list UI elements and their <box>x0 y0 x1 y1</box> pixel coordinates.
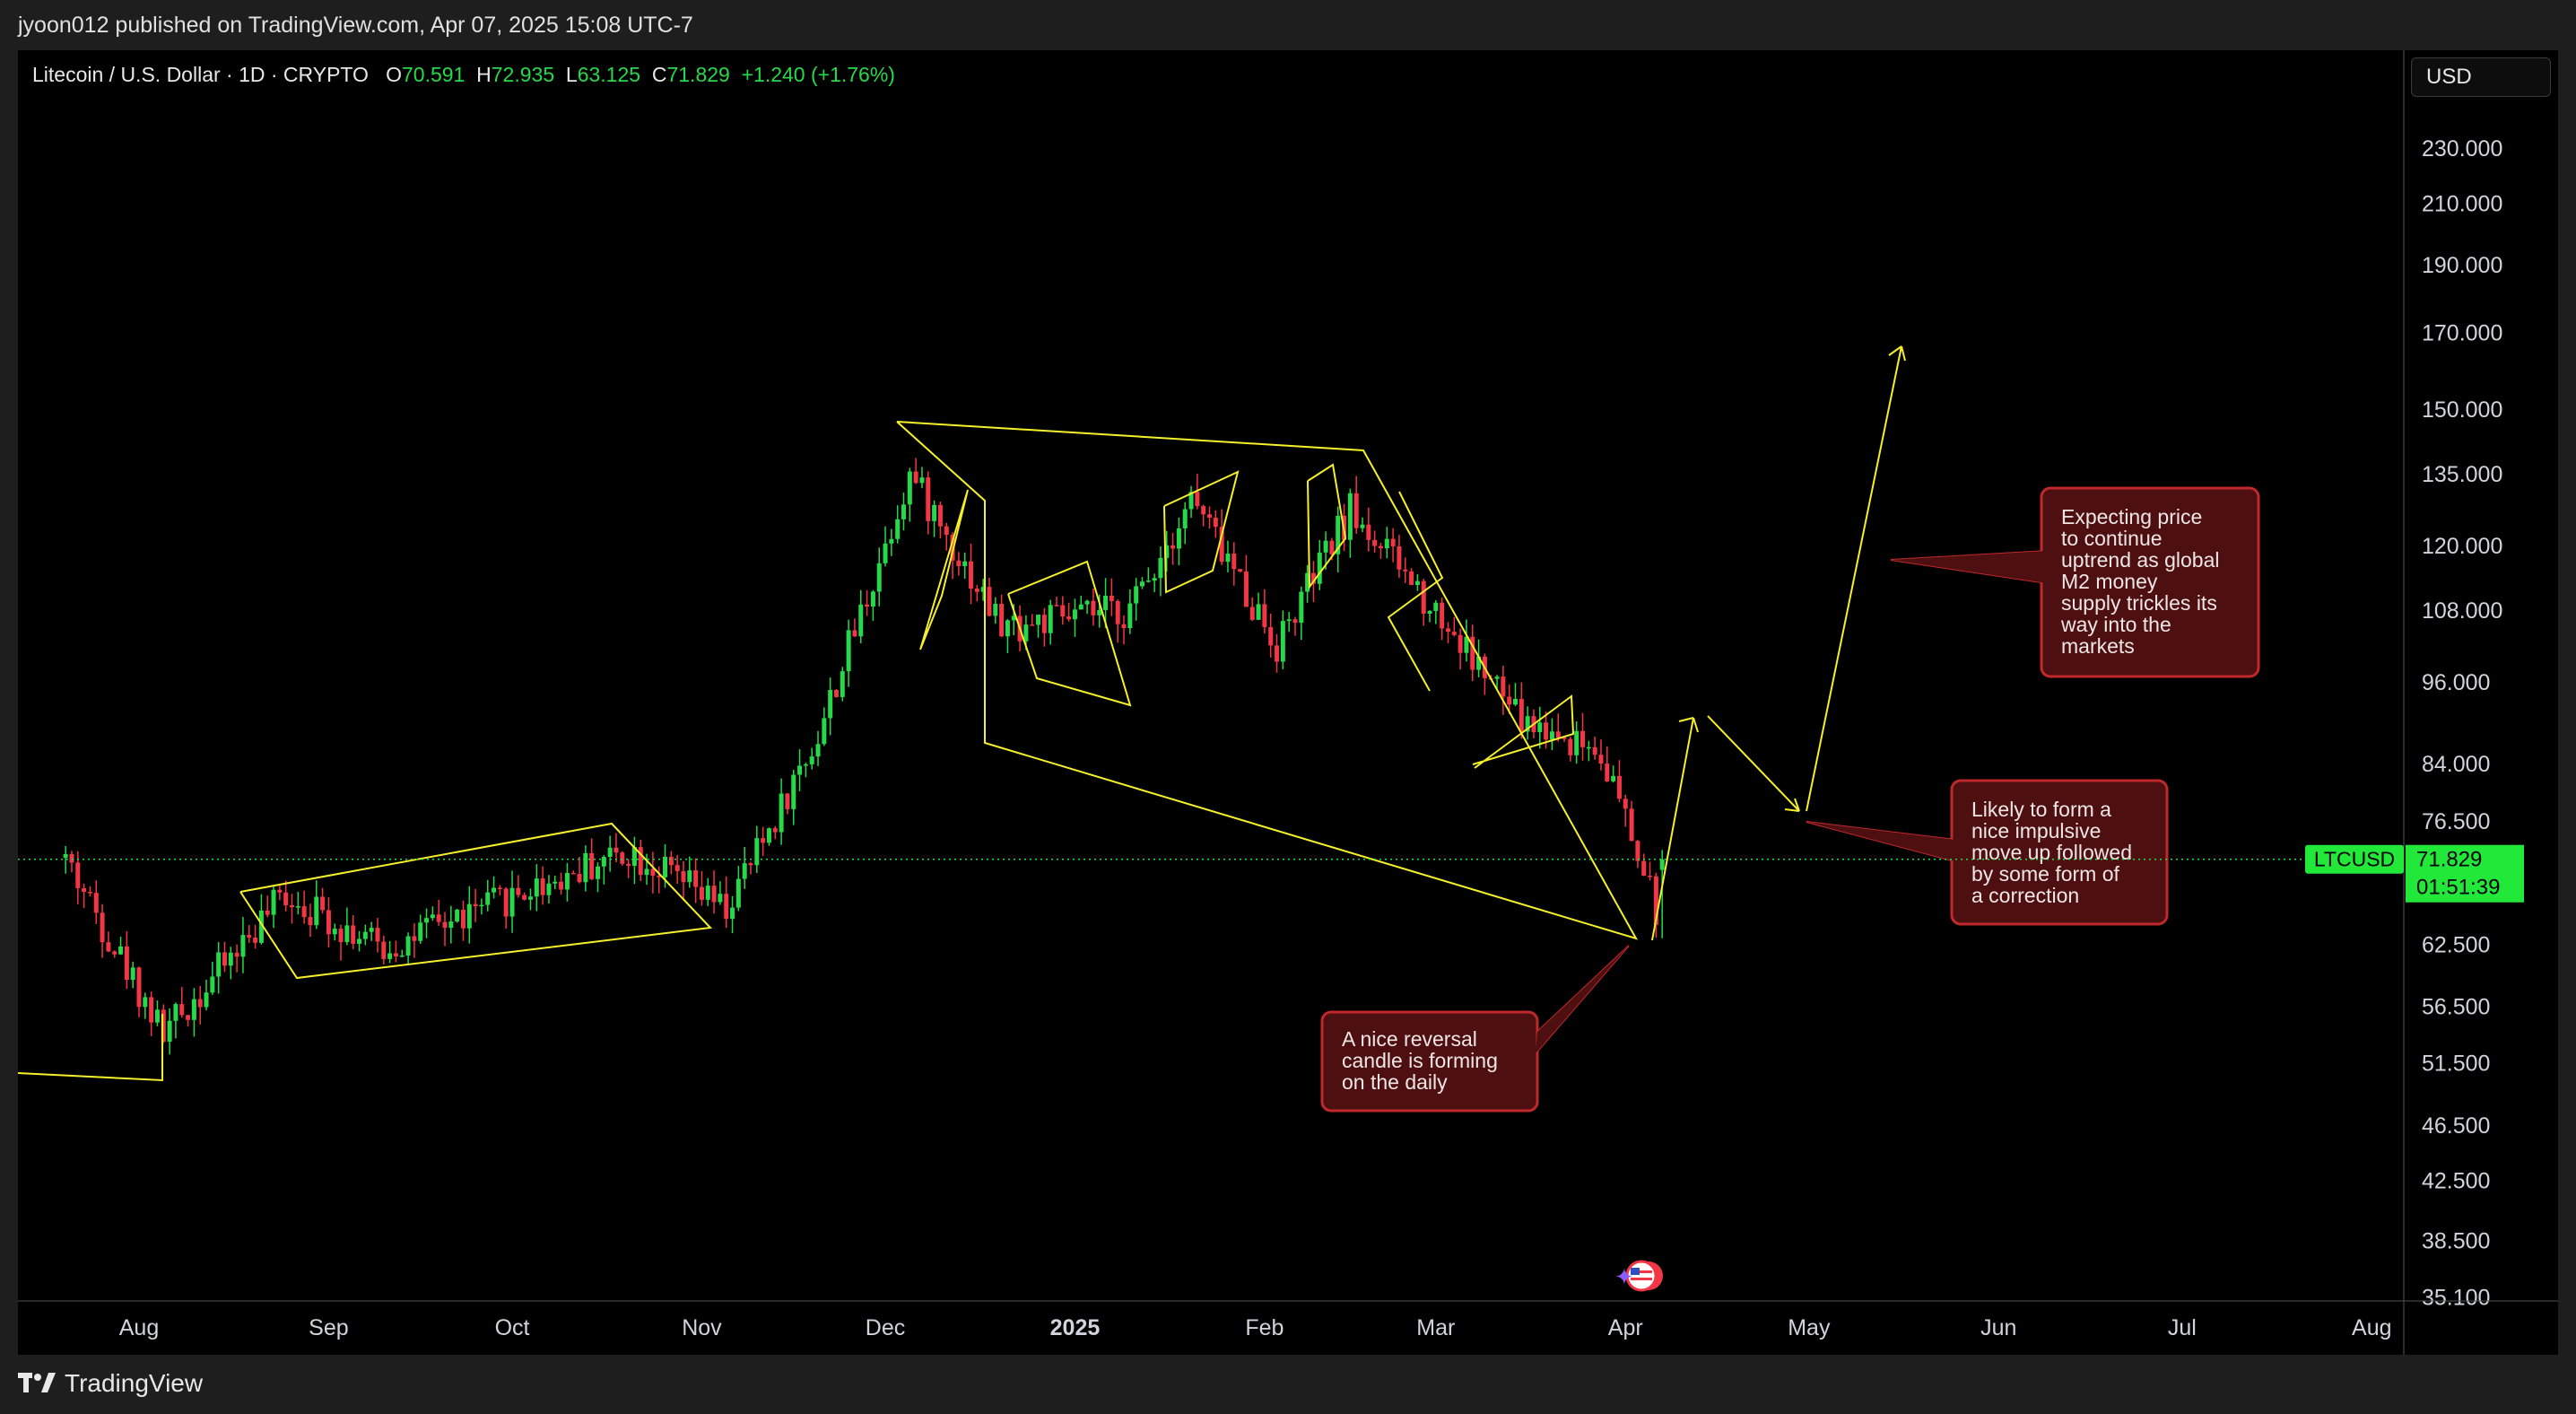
high-label: H <box>476 63 492 86</box>
publish-info: jyoon012 published on TradingView.com, A… <box>0 0 2576 50</box>
close-label: C <box>651 63 667 86</box>
tradingview-brand[interactable]: TradingView <box>18 1369 203 1398</box>
brand-name: TradingView <box>65 1369 204 1397</box>
low-value: 63.125 <box>577 63 641 86</box>
price-axis[interactable] <box>2404 50 2558 1301</box>
symbol-title[interactable]: Litecoin / U.S. Dollar · 1D · CRYPTO <box>32 63 369 86</box>
currency-selector[interactable]: USD <box>2411 57 2551 97</box>
low-label: L <box>565 63 578 86</box>
close-value: 71.829 <box>666 63 730 86</box>
high-value: 72.935 <box>491 63 555 86</box>
time-axis[interactable] <box>18 1301 2558 1355</box>
change-value: +1.240 (+1.76%) <box>741 63 895 86</box>
footer-bar <box>0 1355 2576 1414</box>
open-label: O <box>386 63 402 86</box>
open-value: 70.591 <box>402 63 466 86</box>
symbol-legend: Litecoin / U.S. Dollar · 1D · CRYPTO O70… <box>32 63 895 87</box>
tradingview-logo-icon <box>18 1373 56 1392</box>
chart-pane[interactable] <box>18 50 2404 1301</box>
